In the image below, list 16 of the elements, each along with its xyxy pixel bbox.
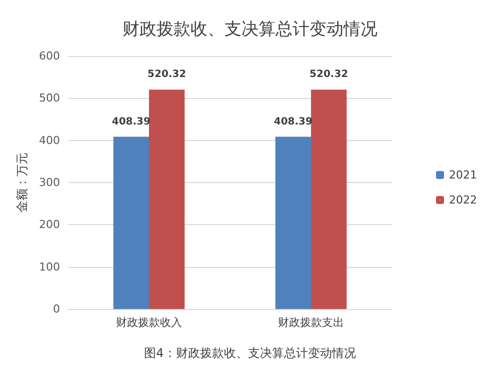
caption: 图4：财政拨款收、支决算总计变动情况 [144,346,356,360]
y-tick-label: 400 [39,134,60,147]
chart-title: 财政拨款收、支决算总计变动情况 [122,20,378,40]
data-label: 520.32 [310,69,348,80]
x-tick-label: 财政拨款收入 [116,316,182,329]
data-label: 520.32 [148,69,186,80]
y-tick-label: 300 [39,176,60,189]
legend-label: 2022 [449,194,478,206]
y-tick-label: 100 [39,260,60,274]
y-tick-label: 600 [39,50,60,62]
y-tick-label: 500 [39,92,60,105]
x-tick-label: 财政拨款支出 [278,316,344,329]
legend-label: 2021 [449,168,478,182]
y-tick-label: 0 [53,302,60,316]
y-tick-label: 200 [39,218,60,232]
y-axis-title: 金额：万元 [15,152,30,212]
